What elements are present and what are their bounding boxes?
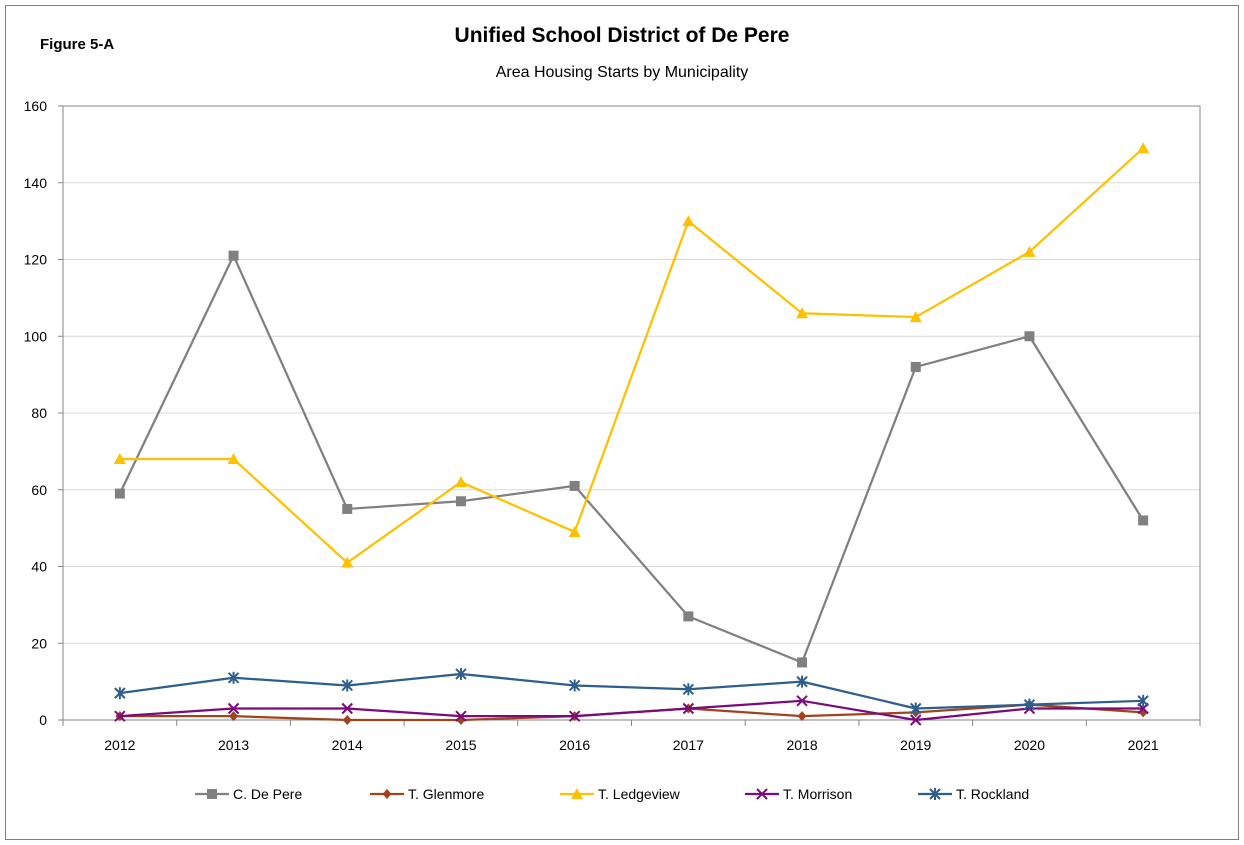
legend-marker <box>382 789 392 799</box>
series-t-ledgeview <box>113 142 1150 568</box>
x-tick-label: 2014 <box>332 737 363 753</box>
x-tick-label: 2015 <box>445 737 476 753</box>
y-tick-label: 20 <box>31 635 47 651</box>
y-tick-label: 120 <box>24 252 48 268</box>
legend: C. De Pere T. Glenmore T. Ledgeview T. Morr… <box>195 786 1029 802</box>
legend-marker <box>571 788 583 799</box>
data-point <box>341 556 354 568</box>
data-point <box>113 453 126 465</box>
x-tick-label: 2012 <box>104 737 135 753</box>
data-point <box>796 307 809 319</box>
series-line <box>119 147 1144 564</box>
data-point <box>910 361 921 372</box>
data-point <box>568 710 581 722</box>
legend-item: T. Rockland <box>918 786 1029 802</box>
data-point <box>114 488 125 499</box>
data-point <box>227 702 240 715</box>
data-point <box>568 525 581 537</box>
data-point <box>454 476 467 488</box>
legend-label: T. Rockland <box>956 786 1029 802</box>
x-tick-label: 2013 <box>218 737 249 753</box>
data-point <box>342 715 352 725</box>
series-c-de-pere <box>114 250 1149 668</box>
series-group <box>113 142 1150 726</box>
data-point <box>455 710 467 722</box>
legend-label: C. De Pere <box>233 786 302 802</box>
legend-label: T. Morrison <box>783 786 852 802</box>
x-tick-label: 2021 <box>1128 737 1159 753</box>
chart-title: Unified School District of De Pere <box>454 24 790 47</box>
data-point <box>797 657 808 668</box>
data-point <box>227 453 240 465</box>
series-line <box>119 699 1144 722</box>
data-point <box>1137 694 1149 707</box>
data-point <box>228 250 239 261</box>
data-point <box>1138 515 1149 526</box>
data-point <box>341 702 353 715</box>
figure-label: Figure 5-A <box>40 36 115 53</box>
data-point <box>1023 698 1036 711</box>
data-point <box>1024 331 1035 342</box>
legend-item: T. Morrison <box>745 786 852 802</box>
data-point <box>797 711 807 722</box>
data-point <box>682 215 695 227</box>
data-point <box>455 667 467 680</box>
data-point <box>227 671 240 684</box>
x-tick-label: 2020 <box>1014 737 1045 753</box>
data-point <box>342 503 353 514</box>
y-tick-label: 160 <box>24 98 48 114</box>
y-tick-label: 100 <box>24 328 48 344</box>
data-point <box>114 687 126 700</box>
legend-item: C. De Pere <box>195 786 302 802</box>
x-tick-label: 2016 <box>559 737 590 753</box>
series-line <box>119 672 1144 710</box>
data-point <box>796 675 808 688</box>
y-tick-label: 60 <box>31 482 47 498</box>
legend-item: T. Glenmore <box>370 786 484 802</box>
legend-label: T. Glenmore <box>408 786 484 802</box>
data-point <box>910 714 922 726</box>
data-point <box>682 683 695 696</box>
series-line <box>118 254 1145 664</box>
data-point <box>682 702 695 715</box>
data-point <box>910 702 922 715</box>
x-tick-label: 2017 <box>673 737 704 753</box>
data-point <box>229 711 239 722</box>
data-point <box>341 679 353 692</box>
legend-label: T. Ledgeview <box>598 786 681 802</box>
legend-marker <box>756 788 768 800</box>
y-tick-label: 80 <box>31 405 47 421</box>
data-point <box>1023 245 1036 257</box>
data-point <box>568 679 581 692</box>
y-tick-label: 0 <box>39 712 47 728</box>
data-point <box>1137 142 1150 154</box>
data-point <box>569 480 580 491</box>
y-tick-label: 140 <box>24 175 48 191</box>
data-point <box>114 710 126 722</box>
legend-item: T. Ledgeview <box>560 786 681 802</box>
data-point <box>455 496 466 507</box>
chart-subtitle: Area Housing Starts by Municipality <box>495 64 749 81</box>
x-tick-label: 2019 <box>900 737 931 753</box>
data-point <box>796 695 808 707</box>
series-t-rockland <box>114 667 1149 715</box>
x-tick-label: 2018 <box>786 737 817 753</box>
y-tick-label: 40 <box>31 559 47 575</box>
legend-marker <box>929 788 941 800</box>
data-point <box>683 611 694 622</box>
legend-marker <box>207 789 217 799</box>
axes: 0 20 40 60 80 100 120 140 160 2012 2013 2014 2015 201… <box>24 98 1201 753</box>
data-point <box>909 311 922 323</box>
